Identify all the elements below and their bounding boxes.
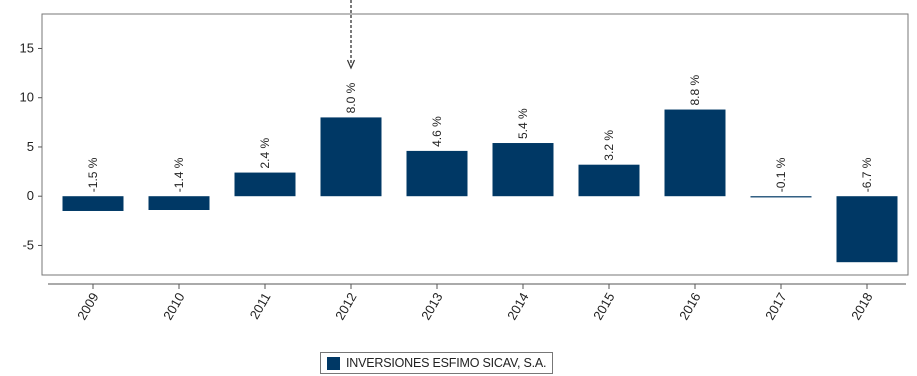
x-tick-label-2018: 2018 bbox=[848, 290, 875, 323]
x-tick-labels: 2009 2010 2011 2012 2013 2014 2015 2016 2017 2018 bbox=[74, 290, 875, 323]
x-tick-label-2010: 2010 bbox=[160, 290, 187, 323]
bar-2012 bbox=[320, 117, 382, 197]
x-tick-label-2011: 2011 bbox=[247, 290, 274, 322]
x-tick-label-2017: 2017 bbox=[762, 290, 789, 323]
x-axis bbox=[48, 283, 906, 289]
legend-label: INVERSIONES ESFIMO SICAV, S.A. bbox=[346, 356, 547, 370]
y-tick-label: -5 bbox=[22, 237, 34, 252]
y-tick-label: 0 bbox=[27, 188, 34, 203]
y-tick-label: 10 bbox=[20, 90, 34, 105]
bar-2009 bbox=[62, 196, 124, 211]
data-label-2014: 5.4 % bbox=[516, 108, 530, 139]
marker-arrowhead bbox=[346, 59, 356, 70]
x-tick-label-2009: 2009 bbox=[74, 290, 101, 323]
bar-2011 bbox=[234, 172, 296, 197]
data-label-2015: 3.2 % bbox=[602, 130, 616, 161]
data-label-2011: 2.4 % bbox=[258, 138, 272, 169]
legend-swatch bbox=[327, 356, 340, 370]
x-tick-label-2012: 2012 bbox=[332, 290, 359, 323]
x-tick-label-2013: 2013 bbox=[418, 290, 445, 323]
bar-2014 bbox=[492, 143, 554, 197]
data-label-2010: -1.4 % bbox=[172, 157, 186, 192]
x-tick-label-2014: 2014 bbox=[504, 290, 531, 323]
highlight-marker bbox=[346, 0, 356, 70]
data-labels: -1.5 % -1.4 % 2.4 % 8.0 % 4.6 % 5.4 % 3.2 % 8.8… bbox=[86, 75, 874, 193]
data-label-2018: -6.7 % bbox=[860, 157, 874, 192]
data-label-2017: -0.1 % bbox=[774, 157, 788, 192]
plot-frame bbox=[41, 13, 909, 276]
data-label-2013: 4.6 % bbox=[430, 116, 444, 147]
bar-2015 bbox=[578, 164, 640, 197]
bar-2018 bbox=[836, 196, 898, 263]
data-label-2009: -1.5 % bbox=[86, 157, 100, 192]
x-tick-label-2015: 2015 bbox=[590, 290, 617, 323]
bar-2013 bbox=[406, 150, 468, 197]
y-axis: 15 10 5 0 -5 bbox=[20, 40, 42, 252]
x-tick-label-2016: 2016 bbox=[676, 290, 703, 323]
data-label-2016: 8.8 % bbox=[688, 75, 702, 106]
y-tick-label: 15 bbox=[20, 40, 34, 55]
bar-2016 bbox=[664, 109, 726, 197]
bar-series bbox=[62, 109, 898, 263]
bar-2010 bbox=[148, 196, 210, 210]
y-tick-label: 5 bbox=[27, 139, 34, 154]
legend: INVERSIONES ESFIMO SICAV, S.A. bbox=[320, 352, 554, 374]
bar-2017 bbox=[750, 196, 812, 198]
data-label-2012: 8.0 % bbox=[344, 82, 358, 113]
